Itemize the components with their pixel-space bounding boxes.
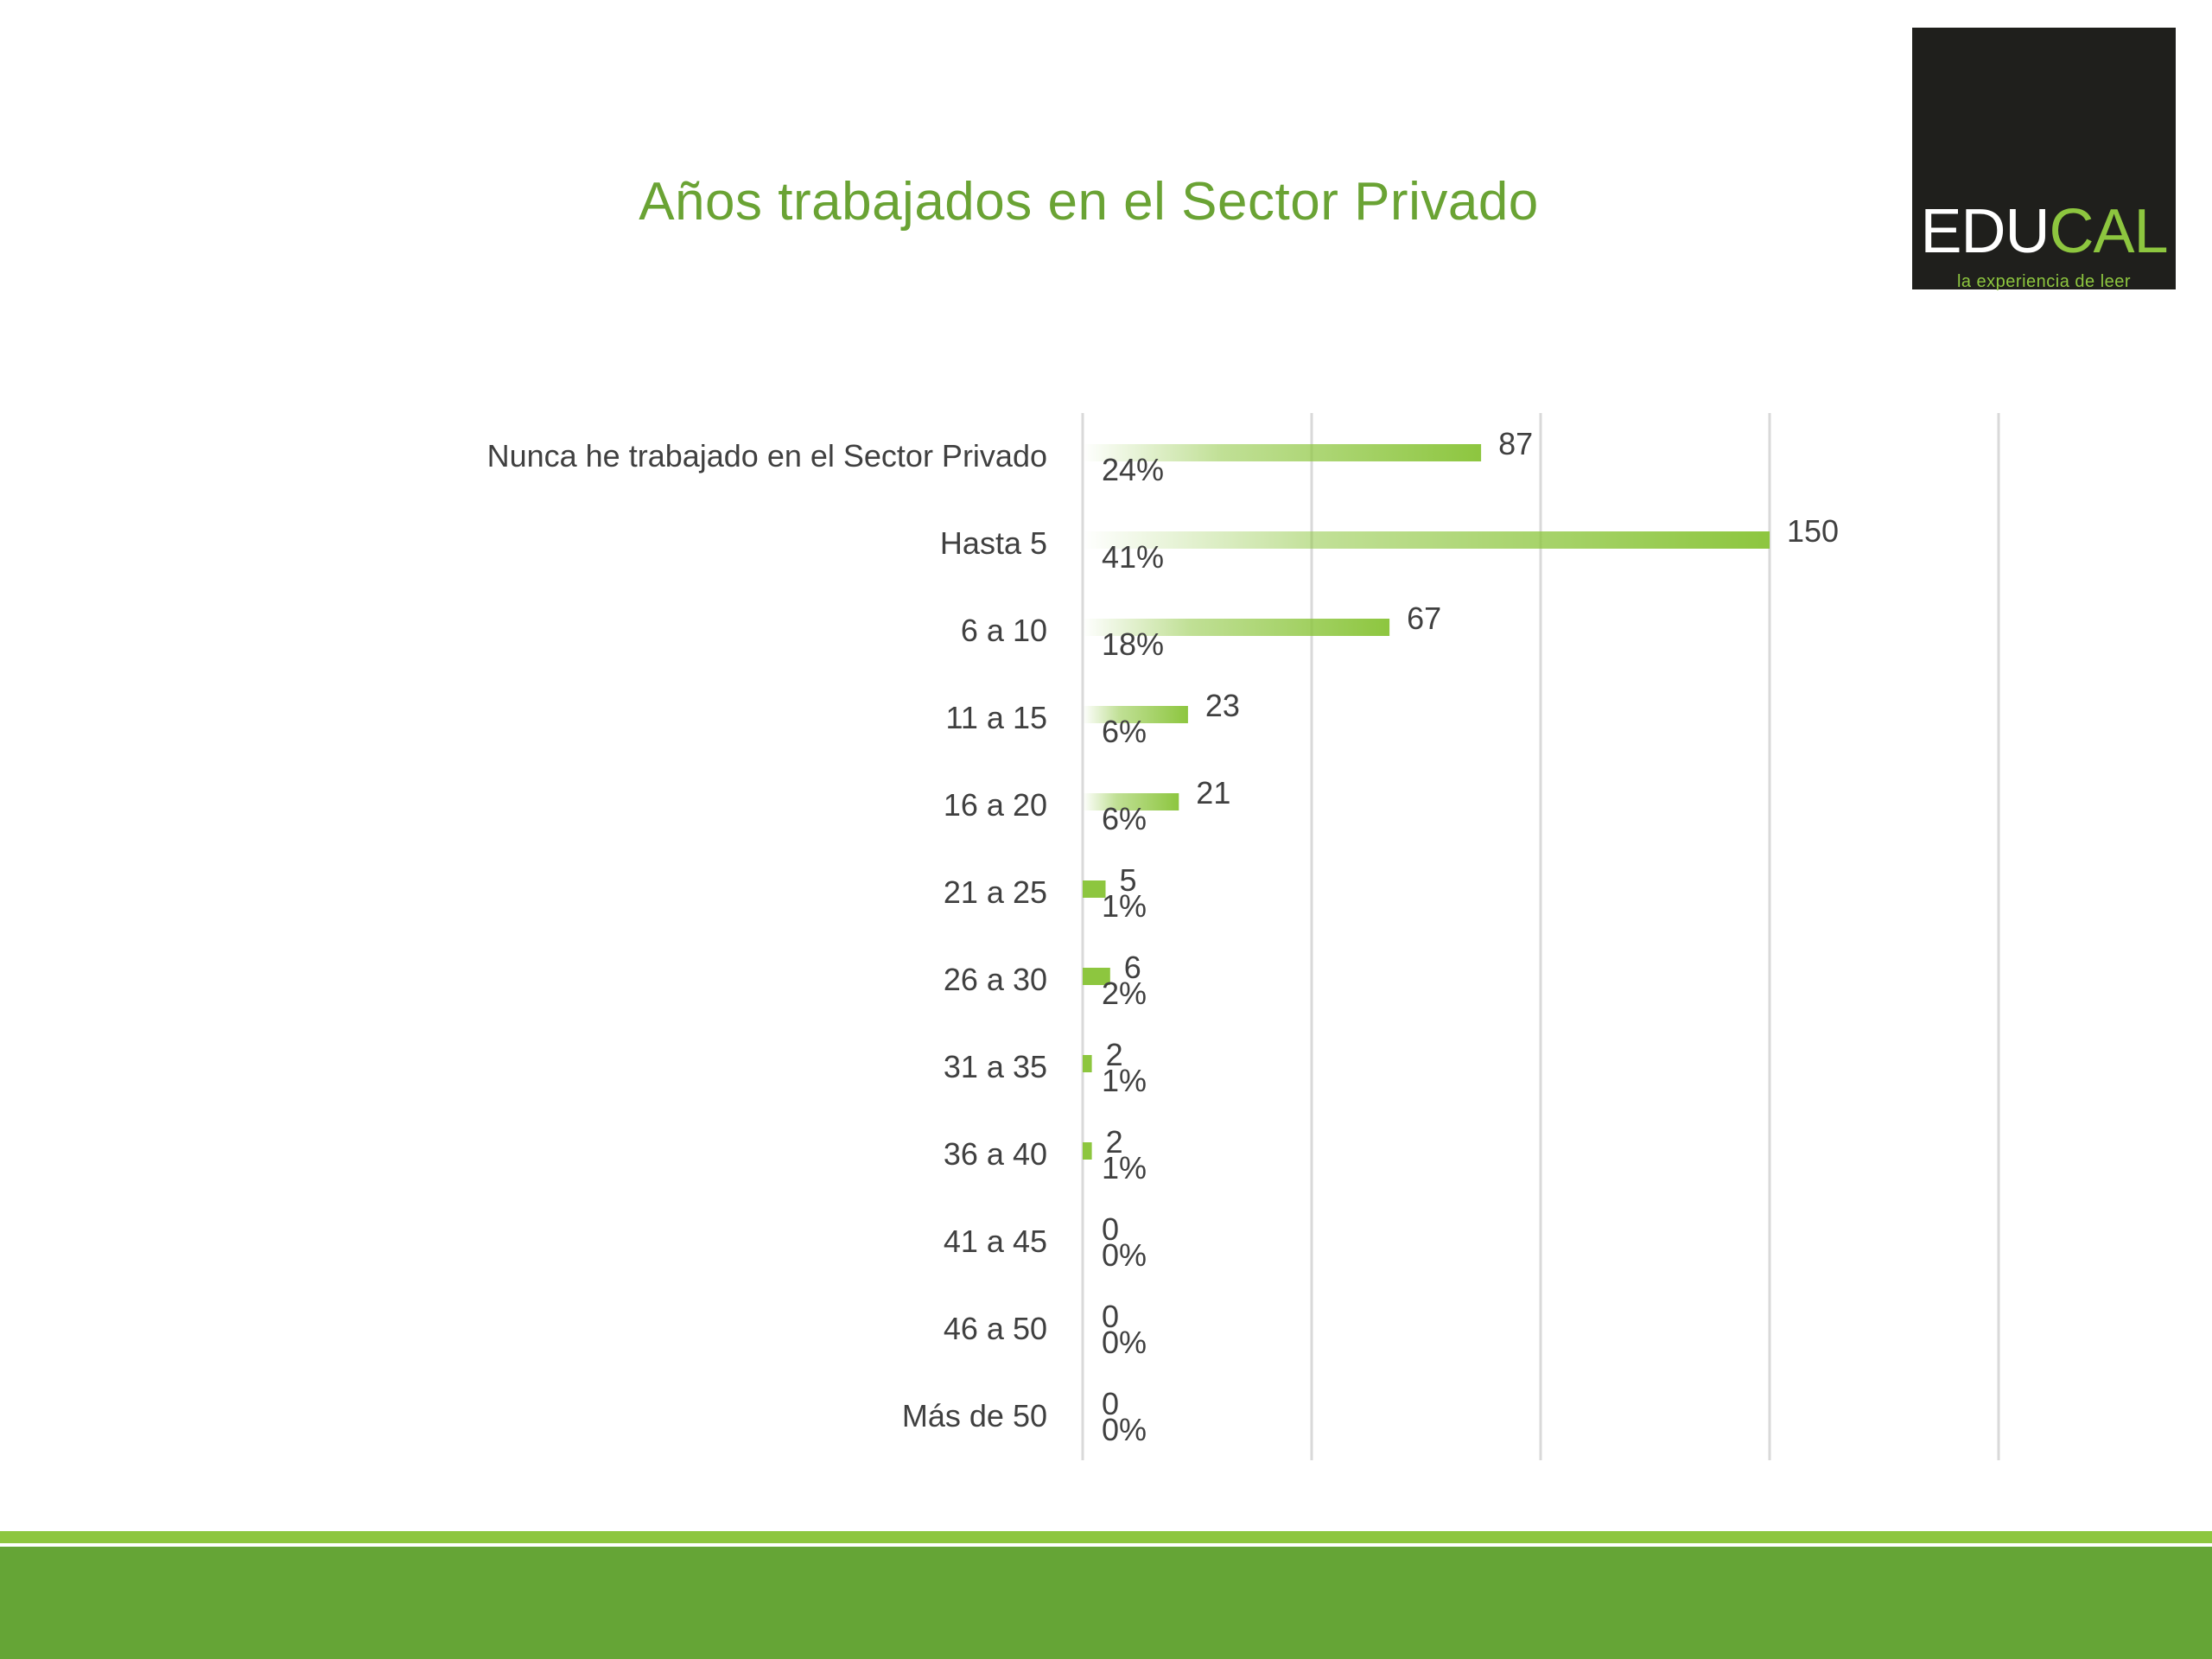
- percent-label-4: 6%: [1102, 801, 1147, 836]
- percent-label-6: 2%: [1102, 976, 1147, 1011]
- bar-7: [1083, 1055, 1092, 1072]
- bar-0: [1083, 444, 1482, 461]
- percent-label-2: 18%: [1102, 626, 1164, 662]
- footer-accent-line: [0, 1531, 2212, 1543]
- category-label-7: 31 a 35: [944, 1049, 1047, 1084]
- percent-label-8: 1%: [1102, 1150, 1147, 1185]
- category-label-1: Hasta 5: [940, 525, 1047, 561]
- value-label-3: 23: [1205, 688, 1240, 723]
- value-label-11: 0: [1102, 1386, 1119, 1421]
- value-label-2: 67: [1407, 601, 1441, 636]
- percent-label-9: 0%: [1102, 1237, 1147, 1273]
- bar-1: [1083, 531, 1770, 549]
- value-label-6: 6: [1124, 950, 1141, 985]
- footer-bar: [0, 1547, 2212, 1659]
- percent-label-5: 1%: [1102, 888, 1147, 924]
- value-label-9: 0: [1102, 1211, 1119, 1247]
- percent-label-1: 41%: [1102, 539, 1164, 575]
- bar-4: [1083, 793, 1179, 810]
- category-label-6: 26 a 30: [944, 962, 1047, 997]
- category-label-10: 46 a 50: [944, 1311, 1047, 1346]
- value-label-4: 21: [1196, 775, 1230, 810]
- value-label-10: 0: [1102, 1299, 1119, 1334]
- bar-3: [1083, 706, 1188, 723]
- bar-chart: Nunca he trabajado en el Sector Privado 8…: [487, 413, 2000, 1460]
- label-layer: Nunca he trabajado en el Sector Privado 8…: [487, 426, 1839, 1447]
- category-label-11: Más de 50: [902, 1398, 1047, 1433]
- value-label-8: 2: [1106, 1124, 1123, 1160]
- value-label-1: 150: [1787, 513, 1839, 549]
- category-label-4: 16 a 20: [944, 787, 1047, 823]
- category-label-5: 21 a 25: [944, 874, 1047, 910]
- grid-layer: [1081, 413, 2000, 1460]
- educal-logo: EDUCAL la experiencia de leer: [1912, 28, 2176, 291]
- category-label-8: 36 a 40: [944, 1136, 1047, 1172]
- bar-8: [1083, 1142, 1092, 1160]
- category-label-2: 6 a 10: [961, 613, 1047, 648]
- value-label-0: 87: [1498, 426, 1533, 461]
- logo-word-part2: CAL: [2049, 197, 2168, 266]
- category-label-3: 11 a 15: [946, 700, 1047, 735]
- bar-6: [1083, 968, 1110, 985]
- logo-tagline: la experiencia de leer: [1956, 272, 2132, 291]
- percent-label-7: 1%: [1102, 1063, 1147, 1098]
- value-label-5: 5: [1120, 862, 1137, 898]
- bar-5: [1083, 880, 1106, 898]
- slide-title: Años trabajados en el Sector Privado: [639, 172, 1539, 232]
- bar-layer: [1083, 444, 1770, 1160]
- percent-label-0: 24%: [1102, 452, 1164, 487]
- percent-label-11: 0%: [1102, 1412, 1147, 1447]
- category-label-0: Nunca he trabajado en el Sector Privado: [487, 438, 1047, 474]
- value-label-7: 2: [1106, 1037, 1123, 1072]
- logo-wordmark: EDUCAL: [1912, 200, 2176, 263]
- bar-2: [1083, 619, 1390, 636]
- logo-word-part1: EDU: [1920, 197, 2050, 266]
- percent-label-10: 0%: [1102, 1325, 1147, 1360]
- category-label-9: 41 a 45: [944, 1224, 1047, 1259]
- percent-label-3: 6%: [1102, 714, 1147, 749]
